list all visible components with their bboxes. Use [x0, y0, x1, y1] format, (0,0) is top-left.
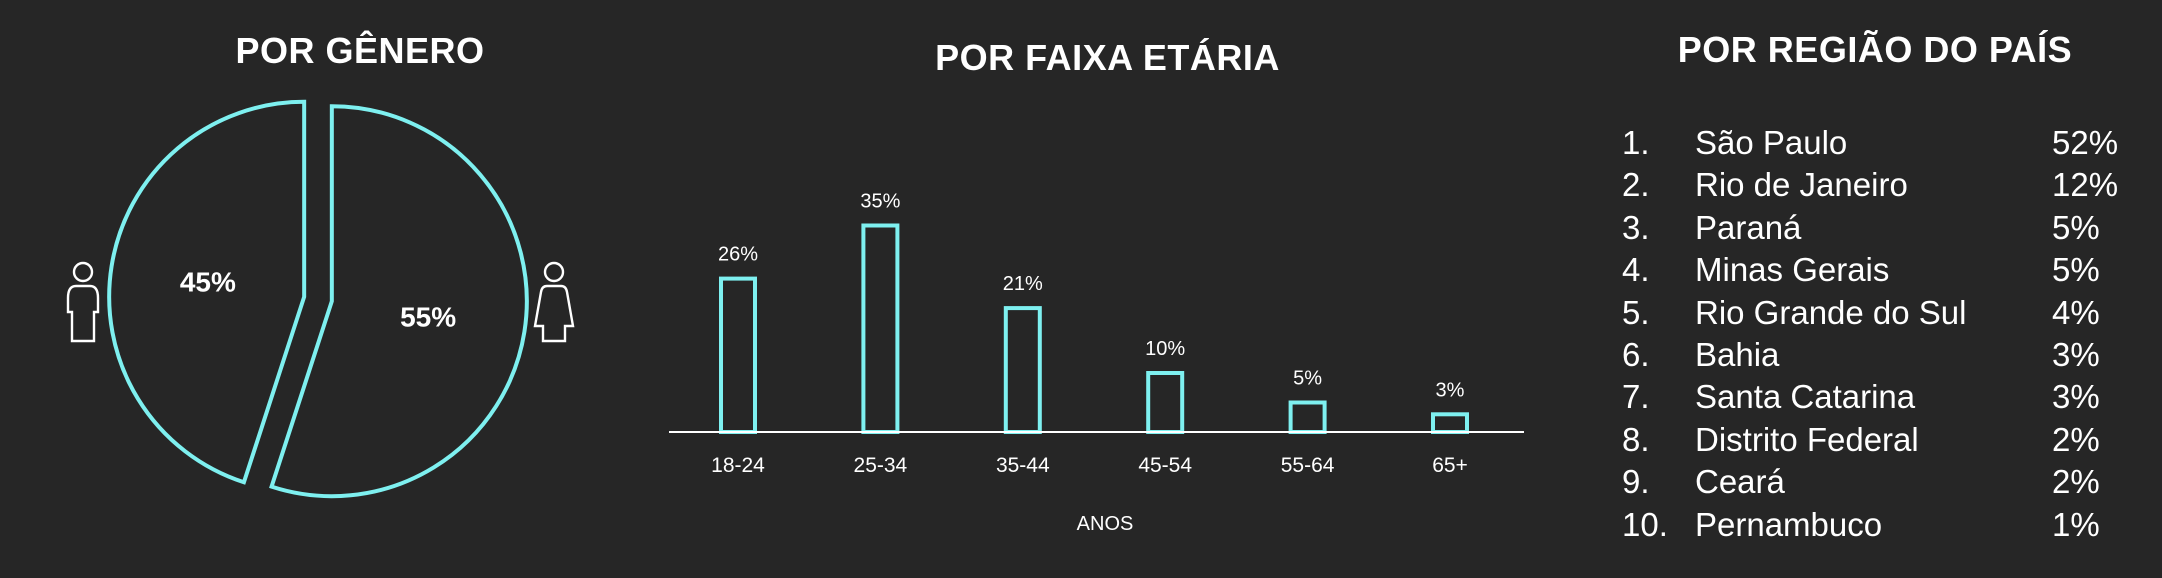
- region-name: Distrito Federal: [1695, 420, 1919, 458]
- region-rank: 4.: [1622, 251, 1650, 289]
- region-row: 4. Minas Gerais 5%: [1622, 249, 2142, 291]
- region-value: 3%: [2052, 378, 2100, 416]
- x-tick-label: 35-44: [996, 454, 1050, 477]
- x-tick-label: 18-24: [711, 454, 765, 477]
- x-axis-label: ANOS: [1077, 513, 1134, 535]
- region-name: Santa Catarina: [1695, 378, 1916, 416]
- gender-pie-chart: 45% 55%: [66, 99, 575, 499]
- region-row: 8. Distrito Federal 2%: [1622, 419, 2142, 461]
- region-rank: 5.: [1622, 293, 1650, 331]
- region-rank: 10.: [1622, 505, 1668, 543]
- region-value: 2%: [2052, 463, 2100, 501]
- female-icon: [533, 261, 575, 343]
- region-title: POR REGIÃO DO PAÍS: [1677, 29, 2073, 70]
- region-row: 3. Paraná 5%: [1622, 207, 2142, 249]
- gender-title: POR GÊNERO: [235, 30, 485, 71]
- bar-65+: [1431, 412, 1469, 434]
- region-name: Paraná: [1695, 208, 1802, 246]
- bar-18-24: [719, 276, 757, 434]
- pie-slice-0: [107, 99, 307, 485]
- region-value: 3%: [2052, 335, 2100, 373]
- region-rank: 3.: [1622, 208, 1650, 246]
- bar-value-label: 21%: [1003, 273, 1043, 295]
- region-name: Rio de Janeiro: [1695, 166, 1908, 204]
- region-row: 7. Santa Catarina 3%: [1622, 376, 2142, 418]
- region-row: 9. Ceará 2%: [1622, 461, 2142, 503]
- region-name: Ceará: [1695, 463, 1785, 501]
- x-tick-label: 65+: [1432, 454, 1468, 477]
- region-row: 6. Bahia 3%: [1622, 334, 2142, 376]
- region-name: São Paulo: [1695, 124, 1848, 161]
- region-value: 5%: [2052, 251, 2100, 289]
- region-row: 2. Rio de Janeiro 12%: [1622, 164, 2142, 206]
- region-row: 10. Pernambuco 1%: [1622, 504, 2142, 546]
- region-row: 1. São Paulo 52%: [1622, 122, 2142, 164]
- bar-45-54: [1146, 371, 1185, 434]
- male-icon: [66, 261, 100, 343]
- bar-35-44: [1003, 306, 1042, 435]
- region-rank: 6.: [1622, 335, 1650, 373]
- region-rank: 8.: [1622, 420, 1650, 458]
- region-name: Bahia: [1695, 335, 1780, 373]
- region-value: 5%: [2052, 208, 2100, 246]
- region-rank: 9.: [1622, 463, 1650, 501]
- x-tick-label: 55-64: [1281, 454, 1335, 477]
- pie-slice-1: [269, 104, 529, 499]
- region-rank: 1.: [1622, 124, 1650, 161]
- region-row: 5. Rio Grande do Sul 4%: [1622, 292, 2142, 334]
- x-tick-label: 25-34: [854, 454, 908, 477]
- bar-value-label: 26%: [718, 244, 758, 266]
- region-name: Pernambuco: [1695, 505, 1883, 543]
- region-rank: 2.: [1622, 166, 1650, 204]
- pie-value-label-1: 55%: [400, 301, 456, 332]
- bar-value-label: 10%: [1145, 338, 1185, 360]
- region-value: 52%: [2052, 124, 2119, 161]
- bar-55-64: [1288, 400, 1327, 434]
- region-value: 1%: [2052, 505, 2100, 543]
- age-bar-chart: 26% 35% 21% 10% 5% 3% 18-24 25-34 35-44 45-54 55-…: [669, 191, 1524, 535]
- bar-value-label: 3%: [1436, 379, 1465, 401]
- x-tick-label: 45-54: [1138, 454, 1192, 477]
- region-name: Rio Grande do Sul: [1695, 293, 1967, 331]
- region-value: 4%: [2052, 293, 2100, 331]
- region-value: 12%: [2052, 166, 2119, 204]
- age-title: POR FAIXA ETÁRIA: [935, 37, 1280, 78]
- region-rank: 7.: [1622, 378, 1650, 416]
- region-list: 1. São Paulo 52% 2. Rio de Janeiro 12% 3. Paran…: [1622, 122, 2142, 546]
- bar-value-label: 35%: [860, 191, 900, 213]
- region-name: Minas Gerais: [1695, 251, 1890, 289]
- region-value: 2%: [2052, 420, 2100, 458]
- pie-value-label-0: 45%: [180, 267, 236, 298]
- bar-value-label: 5%: [1293, 368, 1322, 390]
- bar-25-34: [861, 223, 900, 434]
